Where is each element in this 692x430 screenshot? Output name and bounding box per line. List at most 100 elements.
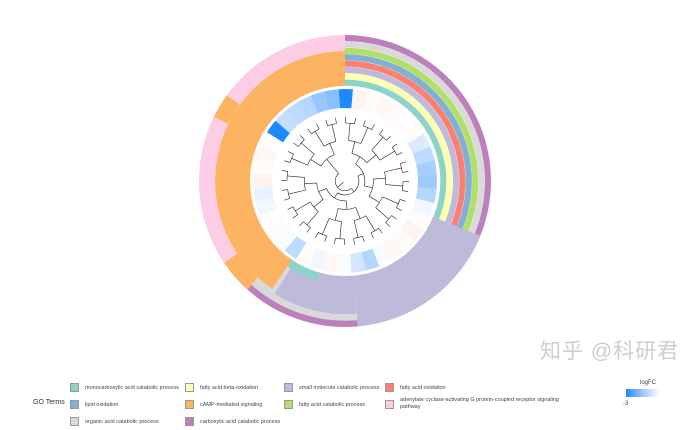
logfc-cell xyxy=(400,219,424,242)
term-arc-4 xyxy=(215,51,345,289)
legend-item: fatty acid beta-oxidation xyxy=(185,383,258,392)
dendrogram-branch xyxy=(309,201,319,212)
logfc-cell xyxy=(336,253,352,273)
logfc-cell xyxy=(338,89,354,109)
logfc-cell xyxy=(285,102,308,126)
dendrogram-branch xyxy=(355,207,361,219)
dendrogram-branch xyxy=(287,189,290,199)
legend-item: fatty acid catabolic process xyxy=(284,400,365,409)
term-arc-7 xyxy=(345,47,479,244)
dendrogram-branch xyxy=(348,123,351,141)
dendrogram-branch xyxy=(354,117,356,124)
dendrogram-branch xyxy=(313,199,324,208)
term-arc-1 xyxy=(345,54,472,237)
logfc-cell xyxy=(361,248,380,271)
dendrogram-branch xyxy=(348,140,361,144)
dendrogram-branch xyxy=(396,199,401,208)
dendrogram-branch xyxy=(401,181,404,191)
logfc-cell xyxy=(392,111,416,135)
dendrogram-branch xyxy=(402,190,409,192)
dendrogram-branch xyxy=(392,143,398,148)
logfc-cell xyxy=(415,187,437,204)
term-arc-6 xyxy=(274,261,357,315)
dendrogram-branch xyxy=(396,207,402,211)
dendrogram-branch xyxy=(334,208,339,221)
logfc-cell xyxy=(284,236,307,260)
dendrogram-branch xyxy=(304,182,317,185)
dendrogram-branch xyxy=(286,171,289,181)
term-arc-0 xyxy=(345,79,447,219)
legend-swatch xyxy=(284,383,293,392)
logfc-tick-label: -3 xyxy=(623,401,629,407)
dendrogram-branch xyxy=(375,207,389,220)
dendrogram-branch xyxy=(379,134,387,141)
dendrogram-branch xyxy=(289,154,294,163)
dendrogram-branch xyxy=(292,206,299,215)
dendrogram-branch xyxy=(363,125,372,130)
term-arc-6 xyxy=(353,216,481,327)
dendrogram-branch xyxy=(306,227,311,233)
legend-label: small molecule catabolic process xyxy=(299,384,380,391)
dendrogram-branch xyxy=(351,188,355,192)
dendrogram-branch xyxy=(331,124,337,142)
dendrogram-branch xyxy=(400,163,403,173)
legend-item: fatty acid oxidation xyxy=(385,383,446,392)
legend-swatch xyxy=(70,400,79,409)
dendrogram-branch xyxy=(329,218,342,222)
legend-label: lipid oxidation xyxy=(85,401,119,408)
term-arc-6 xyxy=(345,66,460,224)
logfc-cell xyxy=(351,89,368,111)
dendrogram-branch xyxy=(291,158,308,166)
dendrogram-branch xyxy=(288,189,306,195)
dendrogram-branch xyxy=(353,220,359,238)
dendrogram-branch xyxy=(373,177,386,180)
term-arc-2 xyxy=(241,270,358,321)
dendrogram-branch xyxy=(368,195,380,203)
legend-swatch xyxy=(185,383,194,392)
logfc-cell xyxy=(310,91,329,114)
dendrogram-branch xyxy=(337,182,344,188)
logfc-cell xyxy=(417,174,438,190)
legend-title: GO Terms xyxy=(33,399,65,406)
dendrogram-branch xyxy=(400,161,407,164)
logfc-cell xyxy=(275,110,299,134)
legend-swatch xyxy=(185,417,194,426)
dendrogram-branch xyxy=(284,160,291,163)
dendrogram-branch xyxy=(287,175,305,178)
logfc-cell xyxy=(253,158,275,175)
legend-label: monocarboxylic acid catabolic process xyxy=(85,384,179,391)
dendrogram-branch xyxy=(283,198,290,201)
logfc-cell xyxy=(297,95,318,119)
logfc-cell xyxy=(400,121,424,144)
term-arc-0 xyxy=(285,258,319,281)
legend-item: small molecule catabolic process xyxy=(284,383,379,392)
dendrogram-branch xyxy=(295,201,311,212)
legend-swatch xyxy=(385,399,394,409)
dendrogram-branch xyxy=(287,206,294,210)
legend-label: organic acid catabolic process xyxy=(85,418,159,425)
dendrogram-branch xyxy=(292,214,298,219)
term-arc-4 xyxy=(223,253,259,290)
logfc-colorbar xyxy=(626,389,660,397)
legend-swatch xyxy=(385,383,394,392)
legend-swatch xyxy=(70,383,79,392)
legend-item: cAMP-mediated signaling xyxy=(185,400,262,409)
dendrogram-branch xyxy=(370,232,374,239)
dendrogram-branch xyxy=(325,119,328,126)
dendrogram-branch xyxy=(329,143,335,155)
logfc-cell xyxy=(253,186,274,202)
logfc-cell xyxy=(350,252,366,273)
dendrogram-branch xyxy=(301,142,315,155)
legend-swatch xyxy=(185,400,194,409)
logfc-cell xyxy=(373,96,394,120)
logfc-cell xyxy=(362,91,381,114)
logfc-cell xyxy=(391,228,415,252)
term-arc-4 xyxy=(213,95,240,125)
dendrogram-branch xyxy=(363,120,366,127)
dendrogram-branch xyxy=(281,170,288,172)
logfc-cell xyxy=(259,208,283,229)
dendrogram xyxy=(280,116,410,246)
logfc-cell xyxy=(266,120,290,143)
dendrogram-branch xyxy=(371,150,381,161)
dendrogram-branch xyxy=(353,236,363,239)
